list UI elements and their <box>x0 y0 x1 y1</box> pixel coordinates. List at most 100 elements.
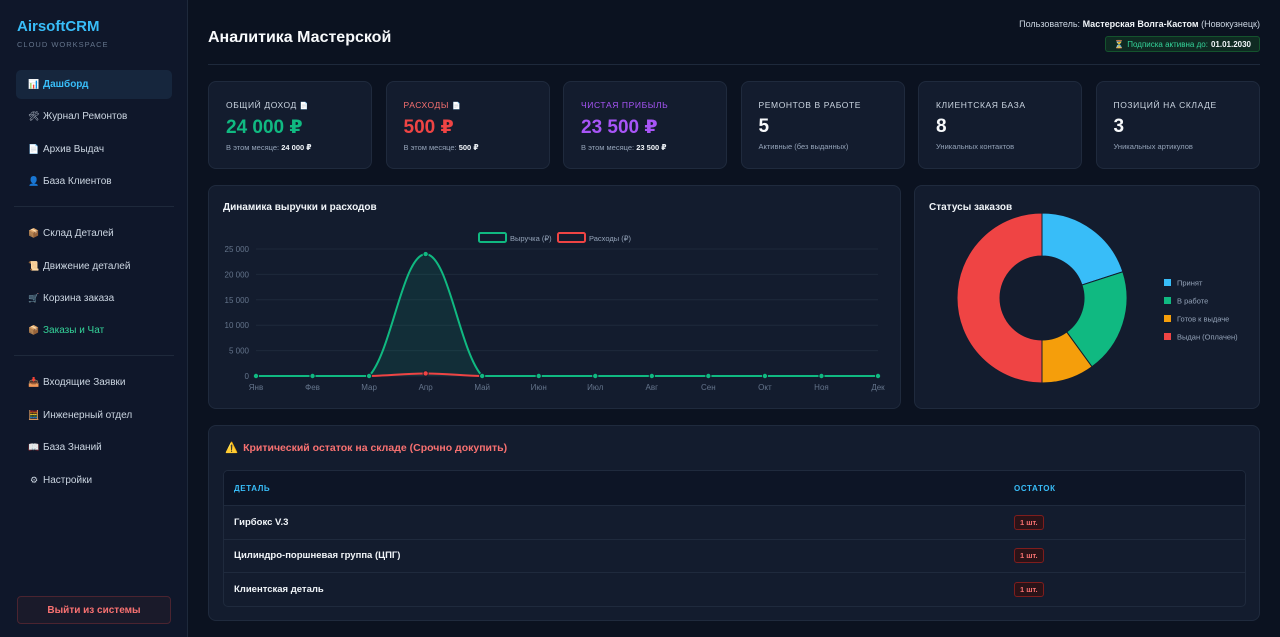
sidebar-item[interactable]: 📊 Дашборд <box>16 70 172 99</box>
sidebar-item-label: Входящие Заявки <box>43 377 126 389</box>
sidebar-item-label: Корзина заказа <box>43 292 115 304</box>
nav-icon: 📦 <box>28 325 40 336</box>
nav-divider <box>14 206 174 208</box>
subscription-text: Подписка активна до: <box>1127 39 1208 49</box>
sidebar-item[interactable]: 📦 Склад Деталей <box>16 219 172 248</box>
sidebar-item-label: База Клиентов <box>43 176 112 188</box>
nav-icon: 👤 <box>28 176 40 187</box>
nav-icon: 📥 <box>28 377 40 388</box>
critical-stock-card: ⚠️ Критический остаток на складе (Срочно… <box>208 425 1260 621</box>
stat-value: 5 <box>758 116 770 137</box>
x-tick-label: Окт <box>758 383 772 392</box>
x-tick-label: Сен <box>701 383 716 392</box>
column-header-qty[interactable]: ОСТАТОК <box>1014 483 1056 493</box>
sidebar-item-label: Склад Деталей <box>43 228 114 240</box>
user-prefix: Пользователь: <box>1019 19 1081 29</box>
stat-label-text: ЧИСТАЯ ПРИБЫЛЬ <box>581 100 669 110</box>
critical-stock-table: ДЕТАЛЬ ОСТАТОК Гирбокс V.3 1 шт. Цилиндро-… <box>223 470 1246 607</box>
sidebar-item[interactable]: ⚙ Настройки <box>16 466 172 495</box>
table-row[interactable]: Цилиндро-поршневая группа (ЦПГ) 1 шт. <box>224 538 1245 573</box>
stat-value: 23 500 ₽ <box>581 117 658 138</box>
stat-label-text: РЕМОНТОВ В РАБОТЕ <box>758 100 862 110</box>
stat-label: ЧИСТАЯ ПРИБЫЛЬ <box>581 100 726 110</box>
nav-icon: 📄 <box>28 143 40 154</box>
sidebar-item-label: Настройки <box>43 474 93 486</box>
stat-label-text: ПОЗИЦИЙ НА СКЛАДЕ <box>1113 100 1217 110</box>
logout-button[interactable]: Выйти из системы <box>17 596 171 624</box>
column-header-part[interactable]: ДЕТАЛЬ <box>234 483 271 493</box>
part-name: Клиентская деталь <box>234 583 324 595</box>
sidebar-item[interactable]: 📜 Движение деталей <box>16 252 172 281</box>
stat-subtext: В этом месяце: 24 000 ₽ <box>226 143 371 152</box>
sidebar-item-label: База Знаний <box>43 442 102 454</box>
sidebar-item[interactable]: 📦 Заказы и Чат <box>16 316 172 345</box>
warning-icon: ⚠️ <box>225 442 239 454</box>
stat-sub-value: 23 500 ₽ <box>636 143 667 152</box>
stat-sub-prefix: Уникальных контактов <box>936 142 1015 151</box>
stat-label: РЕМОНТОВ В РАБОТЕ <box>759 100 904 110</box>
nav-icon: 📦 <box>28 228 40 239</box>
user-name: Мастерская Волга-Кастом <box>1082 19 1199 29</box>
data-point <box>648 372 655 379</box>
critical-stock-title-text: Критический остаток на складе (Срочно до… <box>243 441 508 454</box>
data-point <box>422 370 429 377</box>
qty-cell: 1 шт. <box>1004 548 1044 564</box>
stat-subtext: В этом месяце: 500 ₽ <box>404 143 549 152</box>
sidebar-item[interactable]: 🧮 Инженерный отдел <box>16 401 172 430</box>
stat-label: РАСХОДЫ 📄 <box>404 100 549 110</box>
sidebar-item[interactable]: 🛒 Корзина заказа <box>16 284 172 313</box>
legend-label: Готов к выдаче <box>1177 315 1229 324</box>
nav-icon: 📊 <box>28 79 40 89</box>
order-status-donut: Принят В работе Готов к выдаче Выдан (Оплач… <box>956 212 1238 384</box>
stat-sub-value: 500 ₽ <box>458 143 479 152</box>
sidebar-item-label: Дашборд <box>43 79 89 90</box>
part-name: Цилиндро-поршневая группа (ЦПГ) <box>234 550 401 562</box>
stat-value: 500 ₽ <box>403 117 454 138</box>
x-tick-label: Ноя <box>814 383 829 392</box>
document-icon: 📄 <box>452 103 462 110</box>
sidebar-item[interactable]: 📄 Архив Выдач <box>16 135 172 164</box>
stat-label-text: РАСХОДЫ <box>403 100 450 110</box>
x-tick-label: Фев <box>305 383 320 392</box>
stat-sub-prefix: Уникальных артикулов <box>1113 142 1193 151</box>
stat-label: КЛИЕНТСКАЯ БАЗА <box>936 100 1081 110</box>
qty-badge: 1 шт. <box>1014 581 1044 597</box>
stat-subtext: Уникальных контактов <box>936 142 1081 151</box>
stat-sub-value: 24 000 ₽ <box>281 143 312 152</box>
sidebar-item-label: Инженерный отдел <box>43 409 133 421</box>
x-tick-label: Июл <box>587 383 604 392</box>
data-point <box>535 372 542 379</box>
sidebar-nav: 📊 Дашборд 🛠 Журнал Ремонтов 📄 Архив Выдач 👤 Баз… <box>14 70 174 498</box>
revenue-chart-card: Динамика выручки и расходов 25 000 20 000… <box>208 185 901 409</box>
nav-icon: ⚙ <box>29 474 39 485</box>
sidebar-item[interactable]: 🛠 Журнал Ремонтов <box>16 102 172 131</box>
sidebar-item[interactable]: 📥 Входящие Заявки <box>16 368 172 397</box>
brand-subtitle: CLOUD WORKSPACE <box>17 40 109 49</box>
brand-name[interactable]: AirsoftCRM <box>17 18 100 35</box>
table-row[interactable]: Гирбокс V.3 1 шт. <box>224 505 1245 539</box>
stat-sub-prefix: В этом месяце: <box>403 143 457 152</box>
chart-title: Динамика выручки и расходов <box>223 202 377 213</box>
subscription-date: 01.01.2030 <box>1210 39 1251 49</box>
data-point <box>705 372 712 379</box>
stat-value: 3 <box>1113 116 1125 137</box>
part-name: Гирбокс V.3 <box>234 516 289 528</box>
stat-card: ЧИСТАЯ ПРИБЫЛЬ 23 500 ₽ В этом месяце: 23… <box>563 81 727 169</box>
table-row[interactable]: Клиентская деталь 1 шт. <box>224 572 1245 606</box>
data-point <box>422 251 429 258</box>
table-header: ДЕТАЛЬ ОСТАТОК <box>224 471 1245 505</box>
data-point <box>875 372 882 379</box>
x-tick-label: Дек <box>871 383 885 392</box>
y-tick-label: 20 000 <box>225 270 250 279</box>
nav-icon: 📖 <box>28 442 40 453</box>
sidebar-item[interactable]: 👤 База Клиентов <box>16 167 172 196</box>
legend-swatch <box>557 232 586 243</box>
legend-label: В работе <box>1177 297 1208 306</box>
legend-label: Выдан (Оплачен) <box>1177 333 1238 342</box>
sidebar-item[interactable]: 📖 База Знаний <box>16 433 172 462</box>
y-tick-label: 10 000 <box>225 321 250 330</box>
document-icon: 📄 <box>299 103 310 110</box>
donut-slice <box>1041 212 1124 286</box>
qty-cell: 1 шт. <box>1004 514 1044 530</box>
x-tick-label: Янв <box>249 383 263 392</box>
